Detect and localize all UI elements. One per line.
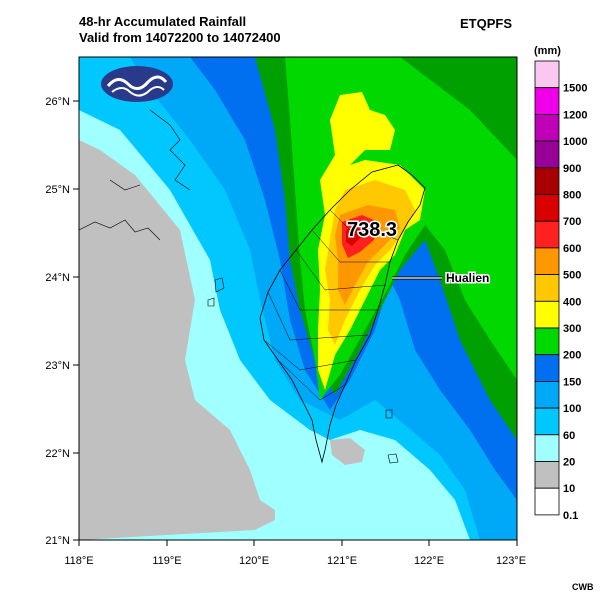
legend-label: 800 xyxy=(563,190,581,202)
map-frame xyxy=(78,56,518,541)
east-islands xyxy=(385,409,399,464)
legend-swatch xyxy=(534,274,560,302)
lon-tick-label: 120°E xyxy=(239,555,269,567)
legend-label: 600 xyxy=(563,243,581,255)
legend-swatch xyxy=(534,87,560,115)
legend-swatch xyxy=(534,140,560,169)
legend-swatch xyxy=(534,487,560,516)
rain-zone-700 xyxy=(346,226,362,246)
lat-tick-label: 23°N xyxy=(45,360,70,372)
hualien-label: Hualien xyxy=(446,271,489,285)
legend-swatch xyxy=(534,60,560,89)
legend-label: 1000 xyxy=(563,136,587,148)
legend-swatch xyxy=(534,434,560,462)
lat-tick-label: 25°N xyxy=(45,184,70,196)
legend-label: 20 xyxy=(563,457,575,469)
legend-swatch xyxy=(534,300,560,329)
legend-label: 900 xyxy=(563,163,581,175)
legend-label: 0.1 xyxy=(563,510,578,522)
legend-swatch xyxy=(534,380,560,409)
lat-tick-label: 26°N xyxy=(45,96,70,108)
lat-tick-label: 22°N xyxy=(45,448,70,460)
legend-label: 10 xyxy=(563,483,575,495)
map-title: 48-hr Accumulated Rainfall xyxy=(79,14,247,29)
legend-swatch xyxy=(534,461,560,489)
legend-label: 1500 xyxy=(563,83,587,95)
cwb-logo-icon xyxy=(101,66,173,102)
map-field xyxy=(79,57,517,540)
legend-label: 1200 xyxy=(563,109,587,121)
legend-swatch xyxy=(534,194,560,222)
legend-swatch xyxy=(534,114,560,142)
max-rainfall-value: 738.3 xyxy=(347,219,397,241)
lon-tick-label: 122°E xyxy=(414,555,444,567)
lon-tick-label: 123°E xyxy=(496,555,526,567)
latitude-axis: 26°N 25°N 24°N 23°N 22°N 21°N xyxy=(45,96,79,547)
credit-label: CWB xyxy=(572,582,594,592)
legend-swatch xyxy=(534,407,560,436)
legend-label: 150 xyxy=(563,376,581,388)
legend-label: 300 xyxy=(563,323,581,335)
legend-swatch xyxy=(534,167,560,195)
lat-tick-label: 24°N xyxy=(45,272,70,284)
legend-label: 700 xyxy=(563,216,581,228)
lon-tick-label: 121°E xyxy=(327,555,357,567)
longitude-axis: 118°E 119°E 120°E 121°E 122°E 123°E xyxy=(64,540,526,567)
county-boundaries xyxy=(263,209,399,401)
penghu-islands xyxy=(207,277,225,307)
legend-swatch xyxy=(534,247,560,275)
china-coast xyxy=(79,109,191,241)
legend-label: 60 xyxy=(563,430,575,442)
rain-zone-grey-west xyxy=(79,140,275,540)
lon-tick-label: 118°E xyxy=(64,555,93,567)
model-label: ETQPFS xyxy=(460,16,513,31)
legend-label: 200 xyxy=(563,350,581,362)
map-subtitle: Valid from 14072200 to 14072400 xyxy=(79,30,281,45)
lat-tick-label: 21°N xyxy=(45,535,70,547)
legend-unit: (mm) xyxy=(534,45,561,57)
legend-swatch xyxy=(534,354,560,382)
rainfall-legend: 1500 1200 1000 900 800 700 600 500 400 300 200 150 1… xyxy=(534,60,587,522)
legend-label: 500 xyxy=(563,270,581,282)
rain-zone-grey-east xyxy=(330,438,365,465)
lon-tick-label: 119°E xyxy=(152,555,181,567)
legend-label: 400 xyxy=(563,296,581,308)
legend-label: 100 xyxy=(563,403,581,415)
legend-swatch xyxy=(534,327,560,356)
legend-swatch xyxy=(534,220,560,249)
